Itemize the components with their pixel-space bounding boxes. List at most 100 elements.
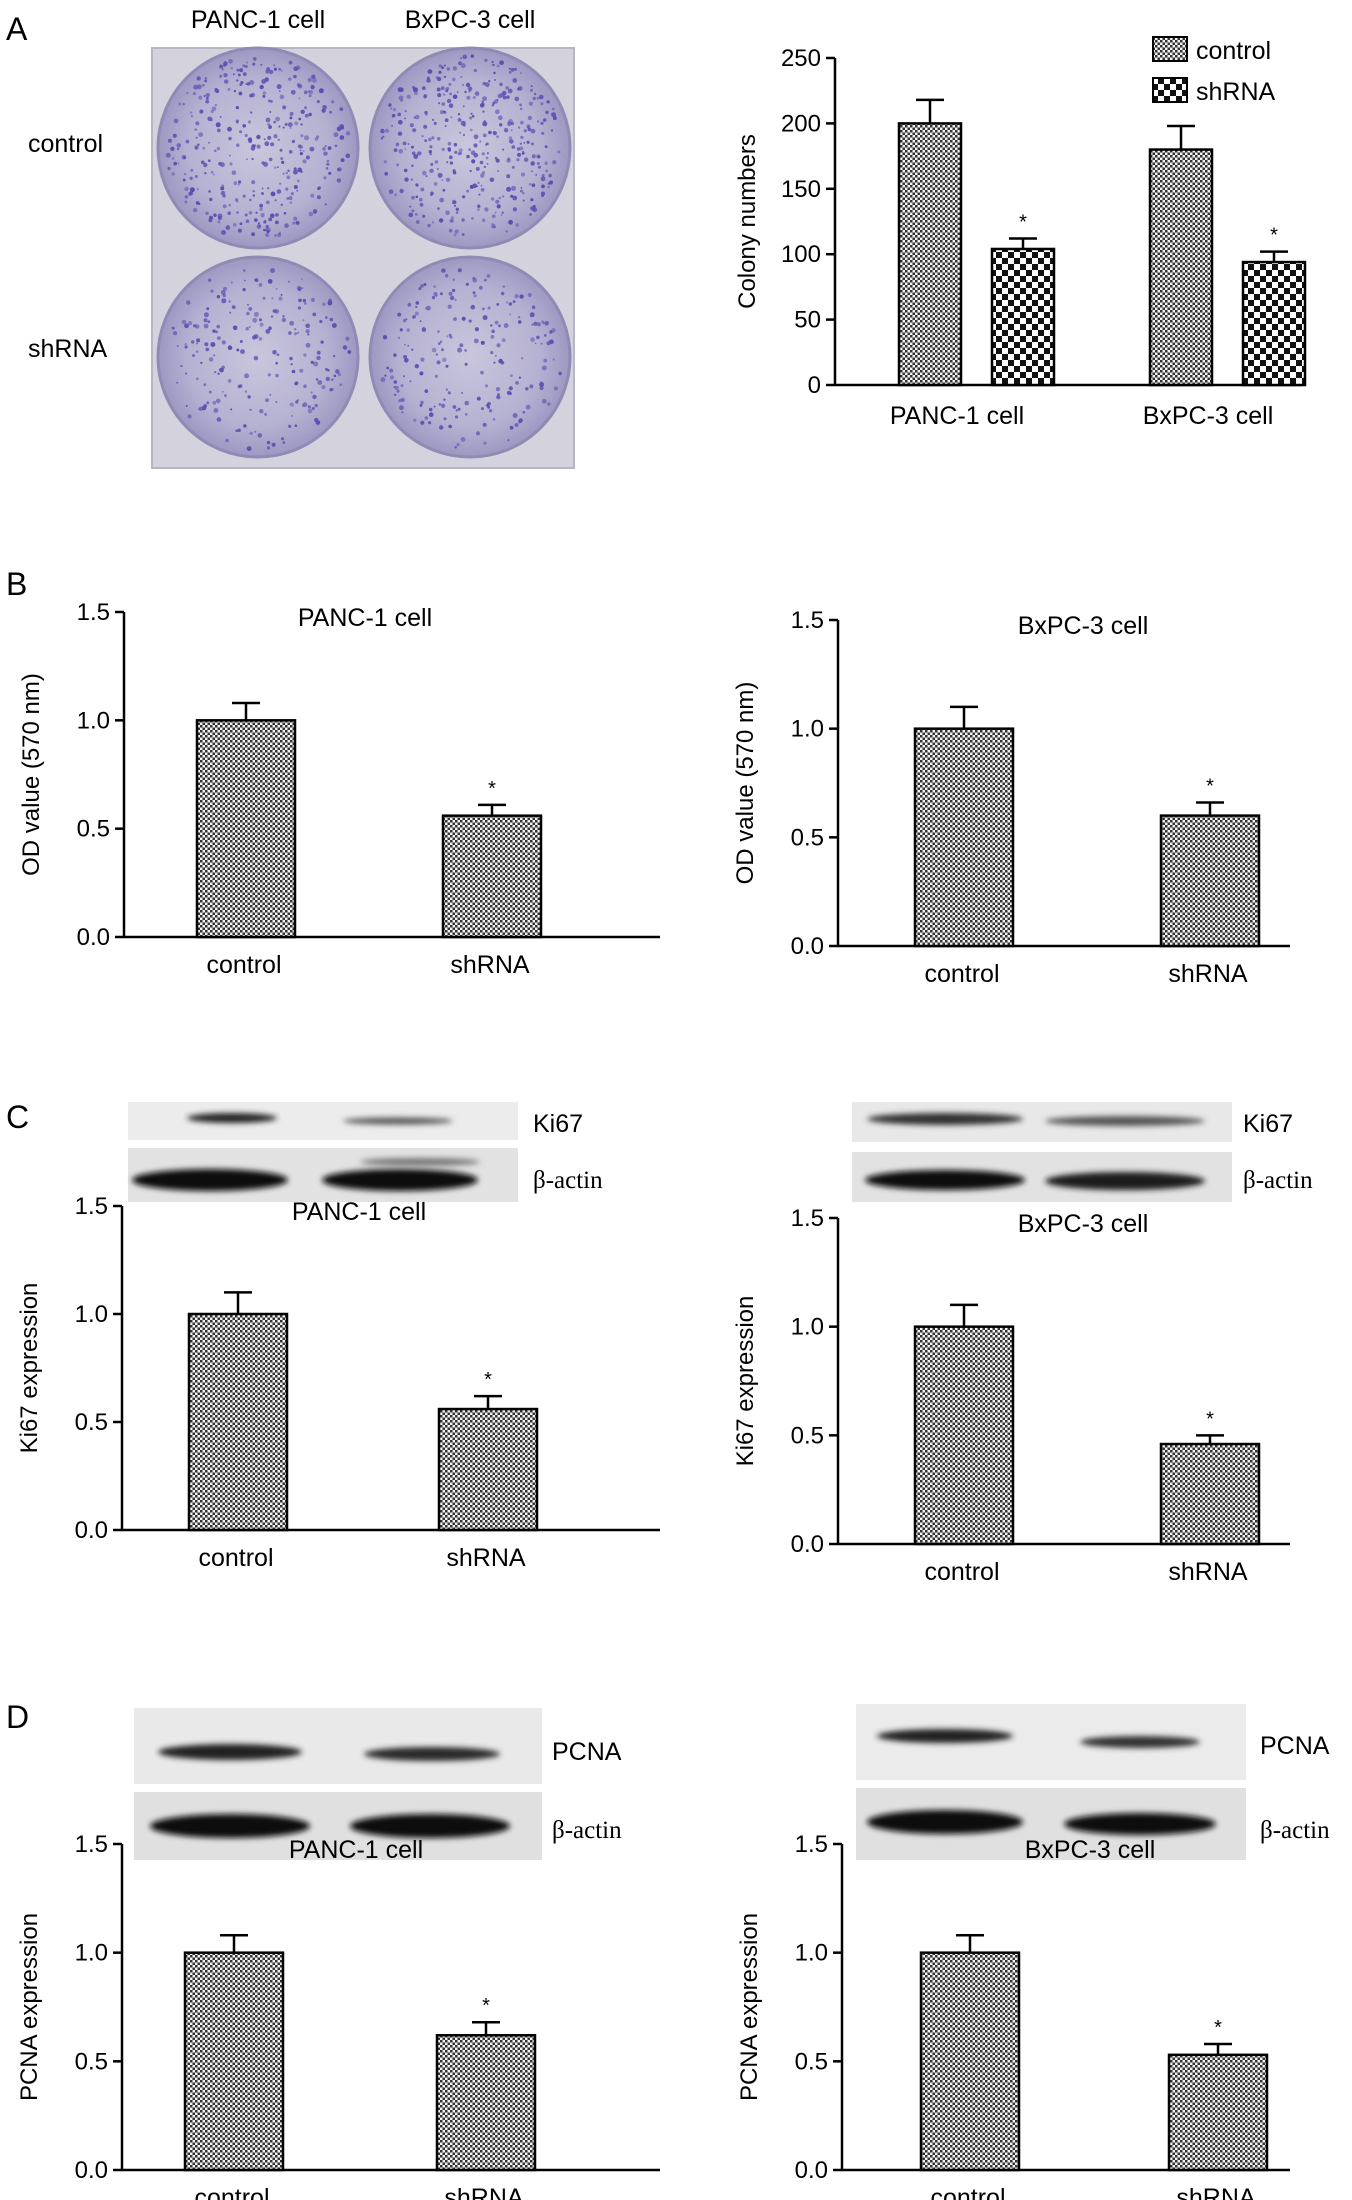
colony-dot xyxy=(242,124,246,128)
colony-dot xyxy=(393,380,398,384)
colony-dot xyxy=(216,128,221,133)
colony-dot xyxy=(428,137,432,142)
colony-dot xyxy=(433,405,436,408)
colony-dot xyxy=(412,314,416,319)
colony-dot xyxy=(420,284,424,288)
colony-dot xyxy=(426,80,429,83)
colony-dot xyxy=(390,375,394,380)
colony-dot xyxy=(426,76,430,80)
colony-dot xyxy=(434,160,439,164)
colony-dot xyxy=(219,64,224,69)
colony-dot xyxy=(236,79,239,82)
colony-dot xyxy=(260,63,263,66)
colony-dot xyxy=(457,347,463,353)
colony-dot xyxy=(455,207,459,211)
colony-dot xyxy=(239,222,243,226)
colony-dot xyxy=(184,195,189,199)
colony-dot xyxy=(551,112,557,118)
colony-dot xyxy=(327,146,332,151)
colony-dot xyxy=(437,172,443,178)
colony-dot xyxy=(410,178,413,181)
colony-dot xyxy=(490,351,494,355)
colony-dot xyxy=(464,400,469,406)
colony-dot xyxy=(408,212,414,218)
colony-dot xyxy=(264,228,267,232)
colony-dot xyxy=(445,364,449,368)
colony-dot xyxy=(479,140,482,143)
x-tick-label: BxPC-3 cell xyxy=(1143,402,1274,430)
colony-dot xyxy=(259,84,264,90)
colony-dot xyxy=(267,99,271,103)
colony-dot xyxy=(310,85,315,90)
colony-dot xyxy=(403,355,407,359)
colony-dot xyxy=(199,109,204,114)
y-tick-label: 1.0 xyxy=(75,1301,108,1328)
colony-dot xyxy=(470,54,474,58)
colony-dot xyxy=(527,292,532,298)
colony-dot xyxy=(529,312,535,318)
colony-dot xyxy=(536,322,541,327)
colony-dot xyxy=(230,281,233,284)
colony-dot xyxy=(477,204,481,208)
colony-dot xyxy=(186,91,189,95)
colony-dot xyxy=(487,306,491,310)
colony-dot xyxy=(398,149,404,154)
colony-dot xyxy=(434,374,438,378)
colony-dot xyxy=(310,297,315,302)
colony-dot xyxy=(214,149,217,153)
significance-star: * xyxy=(1214,2017,1222,2039)
colony-dot xyxy=(254,218,258,222)
colony-dot xyxy=(509,313,512,316)
colony-dot xyxy=(395,142,400,147)
colony-dot xyxy=(449,218,454,223)
colony-dot xyxy=(231,305,236,309)
colony-dot xyxy=(209,197,213,202)
colony-dot xyxy=(257,433,263,438)
colony-dot xyxy=(419,202,424,207)
colony-dot xyxy=(436,76,442,82)
colony-dot xyxy=(291,415,293,417)
colony-dot xyxy=(420,400,424,405)
colony-dot xyxy=(411,195,415,200)
colony-dot xyxy=(198,202,201,206)
colony-dot xyxy=(439,197,445,203)
colony-dot xyxy=(533,92,537,96)
chart-c-left: 0.0 0.5 1.0 1.5 Ki67 expression PANC-1 cell co… xyxy=(16,1193,660,1572)
colony-dot xyxy=(242,194,246,198)
colony-dot xyxy=(462,133,466,137)
colony-dot xyxy=(552,358,555,361)
colony-dot xyxy=(538,165,541,169)
colony-dot xyxy=(496,303,500,306)
colony-dot xyxy=(296,83,301,87)
bar xyxy=(1159,814,1261,948)
colony-dot xyxy=(421,327,427,332)
colony-dot xyxy=(516,87,520,91)
colony-dot xyxy=(514,294,519,299)
colony-dot xyxy=(544,334,547,337)
colony-dot xyxy=(486,162,489,165)
colony-dot xyxy=(231,170,237,175)
chart-title: PANC-1 cell xyxy=(298,604,432,632)
colony-dot xyxy=(419,320,422,322)
colony-dot xyxy=(235,429,238,432)
bar xyxy=(437,1407,539,1532)
colony-dot xyxy=(282,172,285,175)
colony-dot xyxy=(541,320,544,324)
colony-dot xyxy=(289,111,294,116)
blot-label-pcna: PCNA xyxy=(1260,1732,1330,1760)
colony-dot xyxy=(456,443,460,447)
colony-dot xyxy=(508,119,513,124)
colony-dot xyxy=(452,94,458,99)
colony-dot xyxy=(491,104,494,107)
colony-dot xyxy=(420,420,425,425)
colony-dot xyxy=(262,94,266,98)
colony-dot xyxy=(302,404,305,407)
colony-dot xyxy=(308,211,314,217)
colony-dot xyxy=(445,274,449,278)
colony-dot xyxy=(442,188,446,192)
colony-dot xyxy=(446,98,452,104)
colony-dot xyxy=(294,332,297,336)
colony-dot xyxy=(485,384,489,388)
colony-dot xyxy=(483,278,487,282)
colony-dot xyxy=(308,112,312,117)
